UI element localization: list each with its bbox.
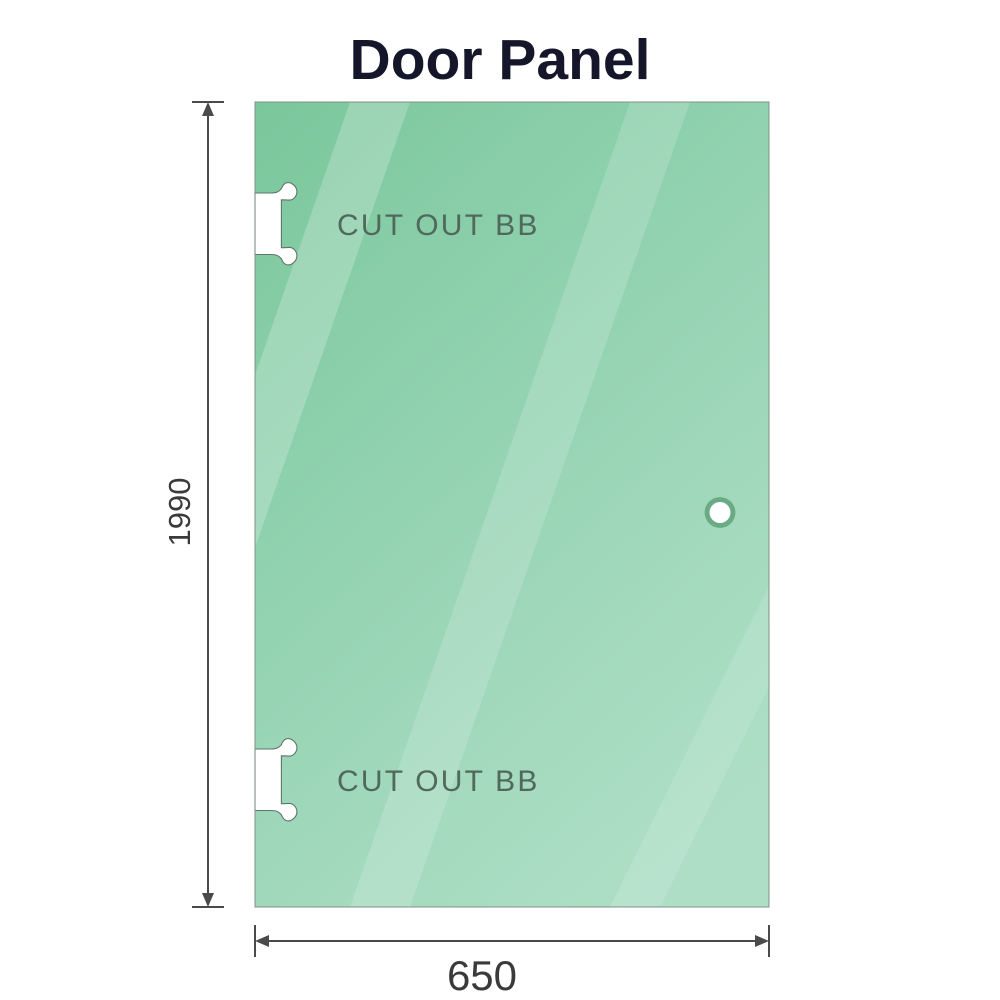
svg-text:CUT OUT BB: CUT OUT BB [337, 765, 540, 798]
svg-text:CUT OUT BB: CUT OUT BB [337, 209, 540, 242]
svg-text:650: 650 [447, 952, 517, 999]
svg-text:1990: 1990 [162, 478, 197, 547]
